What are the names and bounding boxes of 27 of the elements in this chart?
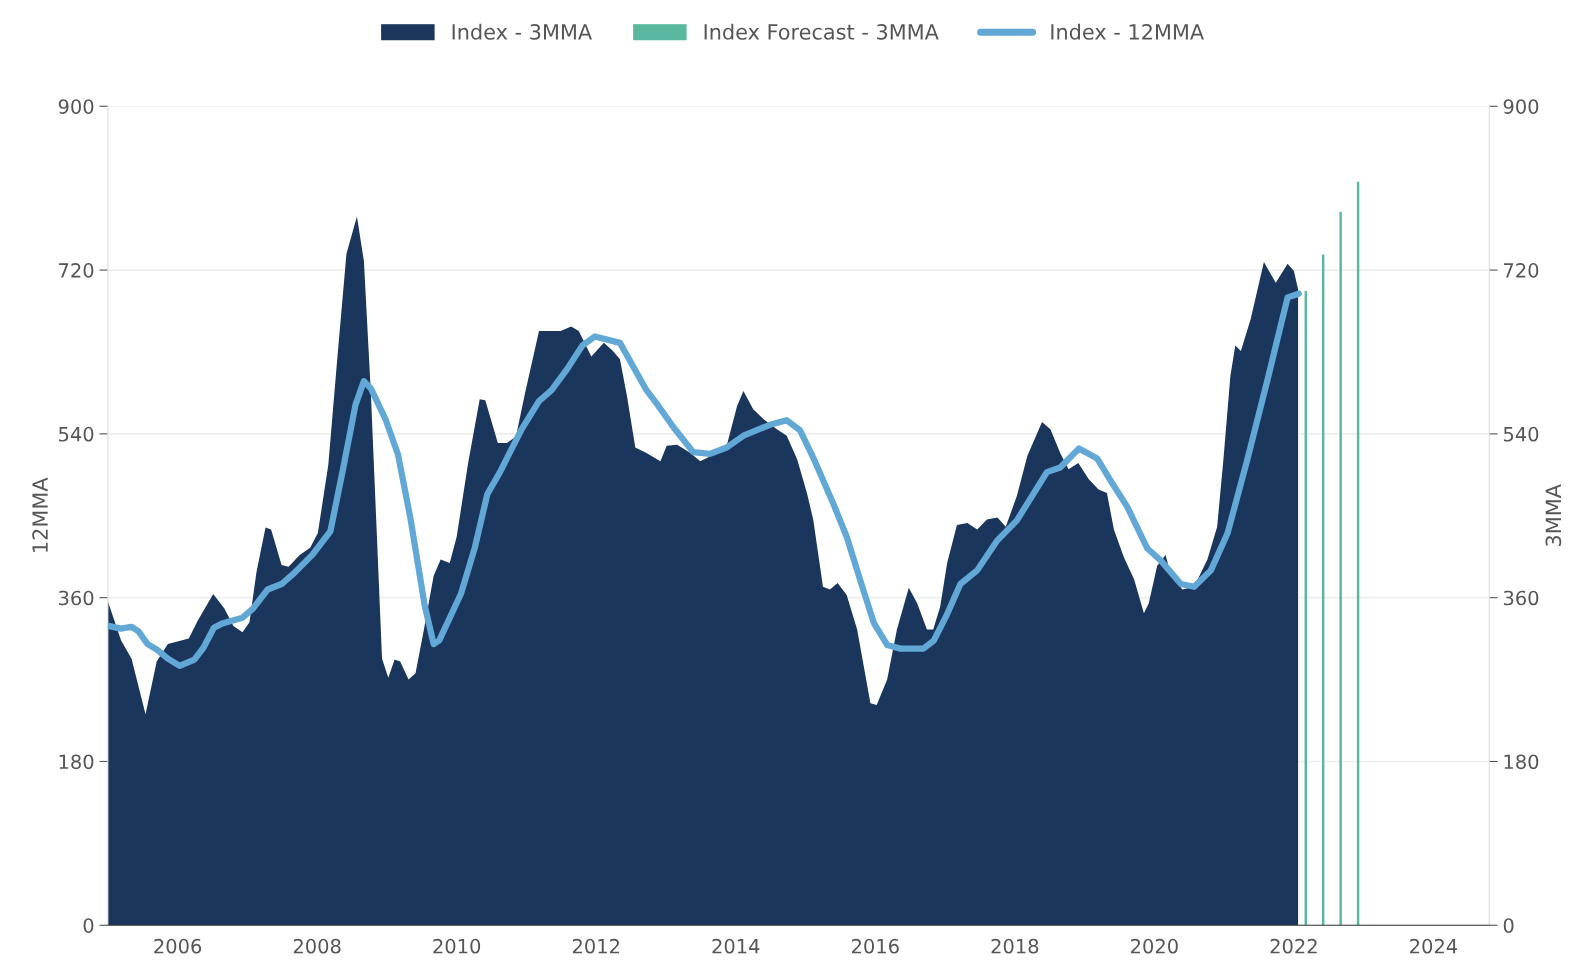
x-tick-label: 2020 bbox=[1131, 938, 1178, 954]
x-tick-label: 2006 bbox=[154, 938, 202, 954]
y2-axis-title: 3MMA bbox=[1545, 484, 1562, 546]
x-tick-label: 2008 bbox=[293, 938, 341, 954]
y-tick-label: 180 bbox=[59, 754, 94, 770]
legend-label: Index Forecast - 3MMA bbox=[704, 23, 939, 40]
y2-tick-label: 0 bbox=[1503, 918, 1514, 933]
x-tick-label: 2022 bbox=[1270, 938, 1317, 954]
x-tick-label: 2010 bbox=[433, 938, 481, 954]
y-tick-label: 0 bbox=[83, 918, 94, 933]
y2-tick-label: 720 bbox=[1504, 263, 1539, 278]
legend-label: Index - 3MMA bbox=[452, 23, 592, 40]
x-tick-label: 2016 bbox=[851, 938, 899, 954]
y-tick-label: 540 bbox=[59, 426, 94, 442]
y-axis-title: 12MMA bbox=[32, 477, 48, 552]
y-tick-label: 720 bbox=[59, 263, 94, 278]
x-tick-label: 2012 bbox=[572, 938, 620, 954]
y2-tick-label: 540 bbox=[1503, 426, 1539, 442]
y2-tick-label: 180 bbox=[1504, 754, 1539, 770]
y2-tick-label: 360 bbox=[1503, 590, 1539, 606]
y-tick-label: 360 bbox=[59, 590, 94, 606]
legend-label: Index - 12MMA bbox=[1051, 23, 1204, 40]
y-tick-label: 900 bbox=[58, 99, 94, 114]
x-tick-label: 2014 bbox=[712, 938, 760, 954]
x-tick-label: 2018 bbox=[991, 938, 1039, 954]
y2-tick-label: 900 bbox=[1503, 99, 1539, 114]
x-tick-label: 2024 bbox=[1410, 938, 1458, 954]
